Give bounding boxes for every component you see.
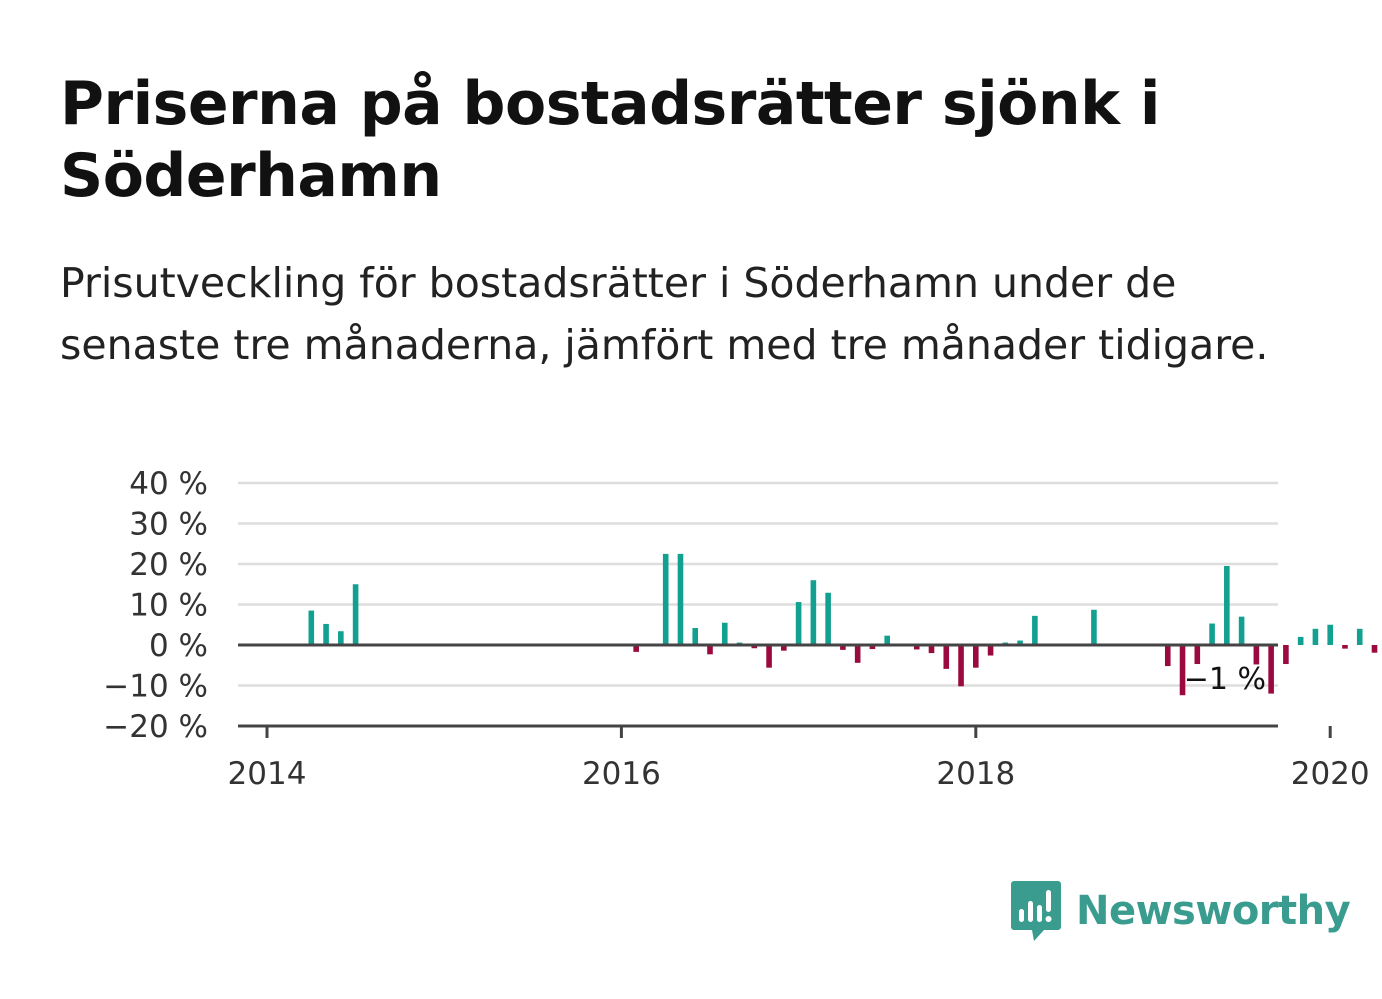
last-value-annotation: −1 %: [1184, 662, 1266, 697]
bar: [1194, 645, 1201, 665]
bar: [1371, 645, 1378, 653]
y-axis-labels: 40 % 30 % 20 % 10 % 0 % −10 % −20 %: [103, 466, 208, 745]
y-tick-label: 40 %: [129, 466, 208, 502]
bar: [1209, 623, 1215, 645]
bar: [840, 645, 846, 650]
bar: [854, 645, 861, 663]
bar: [1017, 640, 1023, 645]
bar: [1164, 645, 1171, 667]
bar: [1356, 628, 1363, 645]
y-tick-label: 10 %: [129, 588, 208, 624]
page-subtitle: Prisutveckling för bostadsrätter i Söder…: [60, 259, 1269, 369]
page-title: Priserna på bostadsrätter sjönk i Söderh…: [60, 69, 1160, 211]
bar: [662, 553, 669, 646]
x-tick-label: 2020: [1291, 756, 1370, 792]
bar: [323, 623, 329, 645]
bar: [810, 580, 817, 645]
bar: [692, 627, 699, 645]
bar: [707, 645, 713, 655]
newsworthy-logo-icon: [1011, 881, 1061, 941]
y-tick-label: 0 %: [149, 628, 208, 664]
axes: [238, 643, 1332, 738]
bar: [1253, 645, 1260, 665]
bars: [308, 553, 1378, 696]
bar: [928, 645, 935, 654]
bar: [352, 584, 359, 645]
y-tick-label: −20 %: [103, 709, 208, 745]
bar: [1238, 616, 1245, 645]
bar: [943, 645, 950, 669]
bar: [884, 635, 890, 645]
bar: [825, 592, 831, 645]
x-tick-label: 2016: [582, 756, 661, 792]
bar: [721, 622, 728, 645]
bar: [766, 645, 772, 668]
bar: [677, 553, 684, 646]
bar: [795, 602, 802, 645]
y-tick-label: −10 %: [103, 669, 208, 705]
bar: [1297, 636, 1304, 645]
y-tick-label: 30 %: [129, 507, 208, 543]
x-tick-label: 2014: [228, 756, 307, 792]
bar: [973, 645, 979, 668]
bar: [1179, 645, 1186, 696]
bar: [1224, 566, 1230, 645]
bar: [1342, 645, 1348, 649]
x-axis-labels: 201420162018202020222024: [228, 756, 1370, 792]
gridlines: [238, 481, 1278, 687]
bar: [338, 631, 344, 645]
bar: [958, 645, 964, 687]
bar: [987, 645, 994, 656]
x-tick-label: 2018: [936, 756, 1015, 792]
bar: [1283, 645, 1289, 665]
logo-wordmark: Newsworthy: [1076, 888, 1351, 934]
bar: [1032, 615, 1038, 645]
bar: [751, 645, 758, 649]
y-tick-label: 20 %: [129, 547, 208, 583]
bar: [781, 645, 787, 651]
bar: [913, 645, 920, 650]
bar: [308, 610, 315, 645]
bar: [1268, 645, 1274, 694]
bar: [633, 645, 639, 652]
newsworthy-logo[interactable]: Newsworthy: [1010, 876, 1351, 946]
bar: [1312, 628, 1319, 645]
bar: [1091, 609, 1097, 645]
bar: [869, 645, 876, 650]
bar: [1327, 624, 1333, 645]
